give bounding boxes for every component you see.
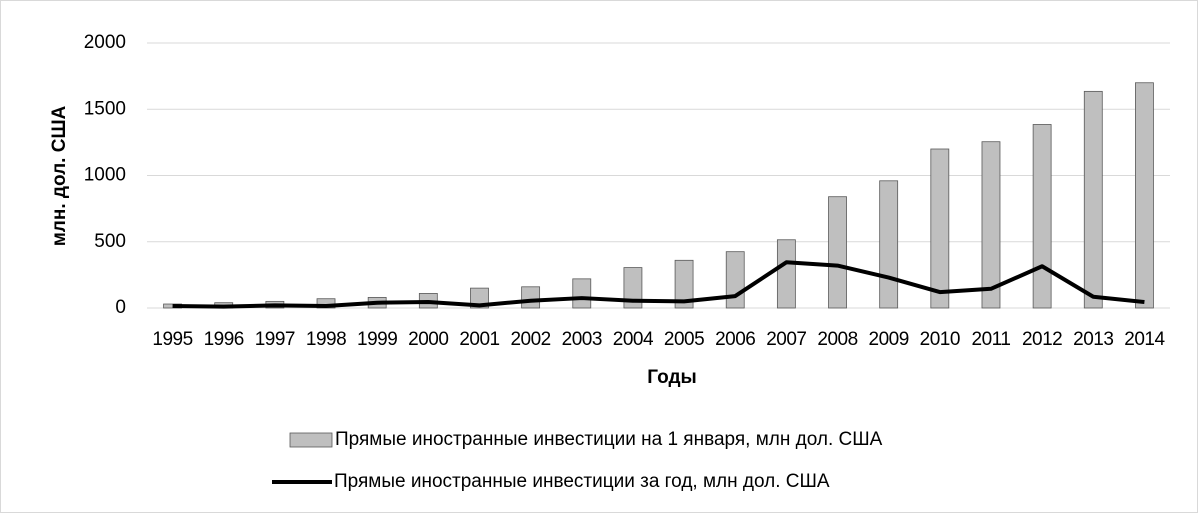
y-tick-label: 2000 xyxy=(84,32,126,53)
bar xyxy=(880,181,898,308)
bar xyxy=(1033,124,1051,308)
bar xyxy=(522,287,540,308)
y-tick-label: 0 xyxy=(115,297,126,318)
x-tick-label: 2004 xyxy=(613,329,654,350)
x-tick-label: 1995 xyxy=(152,329,192,350)
x-tick-label: 2011 xyxy=(972,329,1011,350)
x-tick-label: 2010 xyxy=(920,329,960,350)
legend-swatch xyxy=(290,433,332,447)
bar xyxy=(931,149,949,308)
y-tick-label: 1000 xyxy=(84,165,126,186)
x-tick-label: 2013 xyxy=(1073,329,1113,350)
bar xyxy=(982,142,1000,308)
x-tick-label: 2012 xyxy=(1022,329,1062,350)
legend-label: Прямые иностранные инвестиции за год, мл… xyxy=(334,471,830,492)
x-tick-label: 2008 xyxy=(817,329,857,350)
y-tick-label: 1500 xyxy=(84,98,126,119)
x-tick-label: 2001 xyxy=(459,329,499,350)
x-tick-label: 2005 xyxy=(664,329,704,350)
x-tick-label: 2000 xyxy=(408,329,448,350)
x-tick-label: 2006 xyxy=(715,329,755,350)
bar xyxy=(777,240,795,308)
x-tick-label: 2003 xyxy=(562,329,602,350)
y-tick-label: 500 xyxy=(94,231,126,252)
x-tick-label: 2007 xyxy=(766,329,806,350)
y-axis-title: млн. дол. США xyxy=(49,105,70,246)
x-tick-label: 2009 xyxy=(869,329,909,350)
bar xyxy=(726,252,744,308)
bar xyxy=(829,197,847,308)
x-tick-label: 1998 xyxy=(306,329,346,350)
x-tick-label: 2014 xyxy=(1124,329,1165,350)
bar xyxy=(1084,91,1102,308)
x-tick-label: 1997 xyxy=(255,329,295,350)
legend-label: Прямые иностранные инвестиции на 1 январ… xyxy=(335,429,883,450)
bar xyxy=(573,279,591,308)
x-tick-label: 2002 xyxy=(510,329,550,350)
x-tick-label: 1996 xyxy=(204,329,244,350)
x-tick-label: 1999 xyxy=(357,329,397,350)
chart: Годы млн. дол. США 0 500 1000 1500 2000 1995 1… xyxy=(0,0,1198,513)
bar xyxy=(1135,83,1153,308)
x-axis-title: Годы xyxy=(647,367,696,388)
